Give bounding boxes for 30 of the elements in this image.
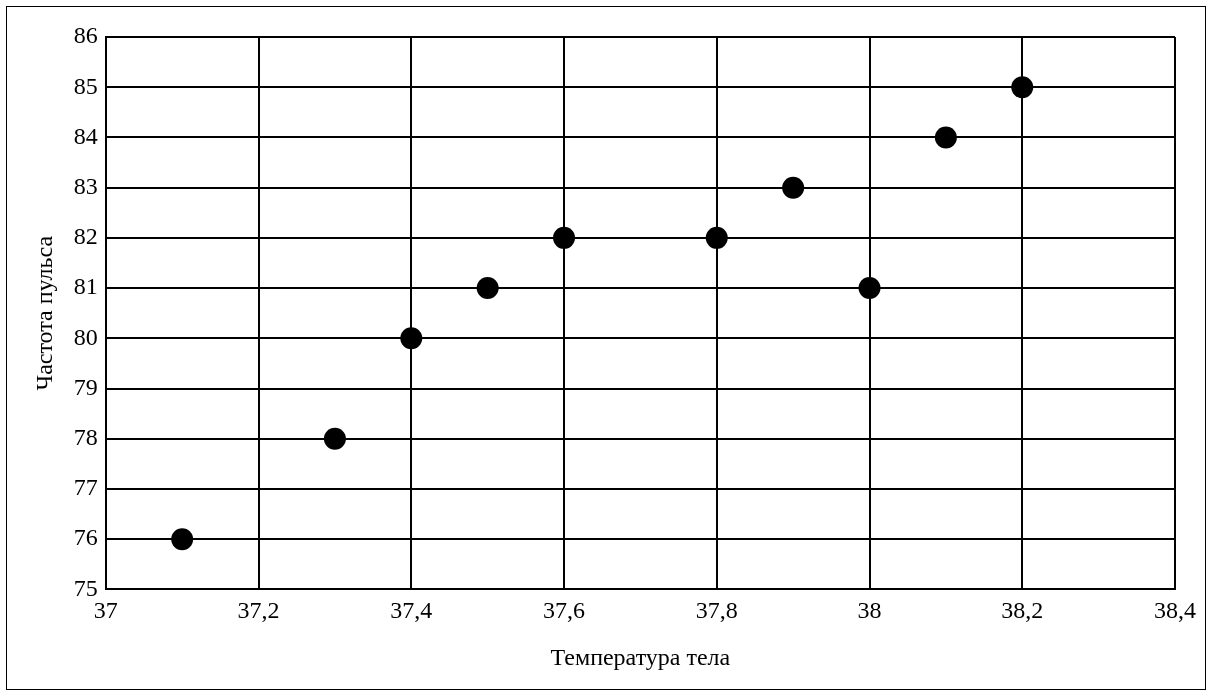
- y-tick-label: 76: [73, 524, 98, 551]
- y-tick-label: 84: [73, 122, 98, 149]
- point: [476, 277, 499, 300]
- y-axis-title: Частота пульса: [30, 235, 57, 391]
- point: [323, 427, 346, 450]
- x-axis-title: Температура тела: [550, 643, 731, 670]
- y-tick-label: 78: [73, 424, 98, 451]
- point: [705, 226, 728, 249]
- point: [171, 528, 194, 551]
- point: [400, 327, 423, 350]
- y-tick-label: 82: [73, 223, 98, 250]
- x-tick-label: 37,8: [695, 597, 738, 624]
- point: [1011, 76, 1034, 99]
- y-tick-label: 80: [73, 323, 98, 350]
- point: [934, 126, 957, 149]
- y-tick-label: 81: [73, 273, 98, 300]
- point: [553, 226, 576, 249]
- x-tick-label: 37,4: [390, 597, 433, 624]
- point: [858, 277, 881, 300]
- y-tick-label: 83: [73, 172, 98, 199]
- y-tick-label: 79: [73, 373, 98, 400]
- x-tick-label: 38,2: [1001, 597, 1044, 624]
- x-tick-label: 38: [857, 597, 882, 624]
- y-tick-label: 86: [73, 22, 98, 49]
- x-tick-label: 38,4: [1154, 597, 1196, 624]
- x-tick-label: 37,2: [237, 597, 280, 624]
- x-tick-label: 37,6: [543, 597, 586, 624]
- y-tick-label: 85: [73, 72, 98, 99]
- point: [782, 176, 805, 199]
- y-tick-label: 77: [73, 474, 98, 501]
